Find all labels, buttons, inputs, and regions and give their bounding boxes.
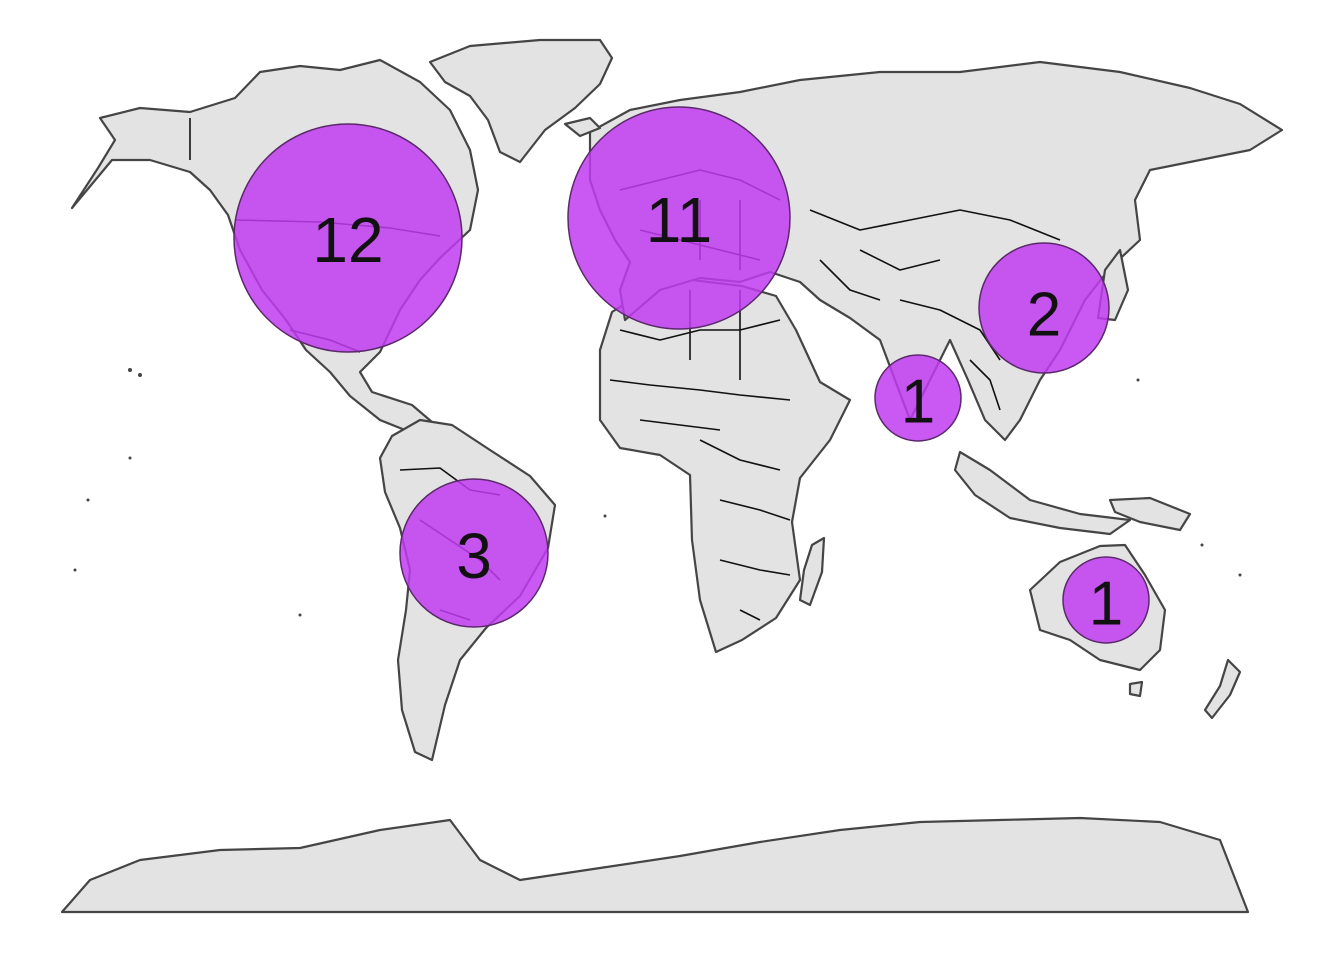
bubble-label-north-america: 12 [312,204,383,276]
bubble-north-america[interactable]: 12 [233,123,463,353]
bubble-south-america[interactable]: 3 [399,478,549,628]
islet [1200,543,1204,547]
bubble-south-asia[interactable]: 1 [874,354,962,442]
islet [603,514,607,518]
border-africa-west [609,379,791,431]
border-africa-central [699,439,791,621]
landmass-greenland [428,38,614,164]
islet [138,373,142,377]
bubble-label-south-asia: 1 [901,368,935,437]
landmass-new-guinea [1108,496,1192,532]
bubble-east-asia[interactable]: 2 [978,242,1110,374]
bubble-label-australia: 1 [1089,570,1123,639]
border-southeast-asia [969,359,1001,411]
islet [86,498,90,502]
border-asia-central [809,209,1061,301]
landmass-tasmania [1128,680,1144,698]
bubble-label-europe: 11 [646,184,712,256]
bubble-australia[interactable]: 1 [1062,556,1150,644]
islet [128,456,132,460]
small-islands [73,368,1242,617]
bubble-label-south-america: 3 [456,520,492,592]
bubble-label-east-asia: 2 [1027,281,1061,350]
islet [1136,378,1140,382]
landmass-antarctica [60,816,1250,914]
landmass-madagascar [798,536,826,607]
bubble-europe[interactable]: 11 [567,106,791,330]
landmass-indonesia [953,450,1132,536]
bubble-layer: 12 11 2 1 3 1 [233,106,1150,644]
islet [128,368,132,372]
islet [73,568,77,572]
islet [298,613,302,617]
landmass-iceland [563,116,602,138]
islet [1238,573,1242,577]
landmass-new-zealand [1203,658,1242,720]
